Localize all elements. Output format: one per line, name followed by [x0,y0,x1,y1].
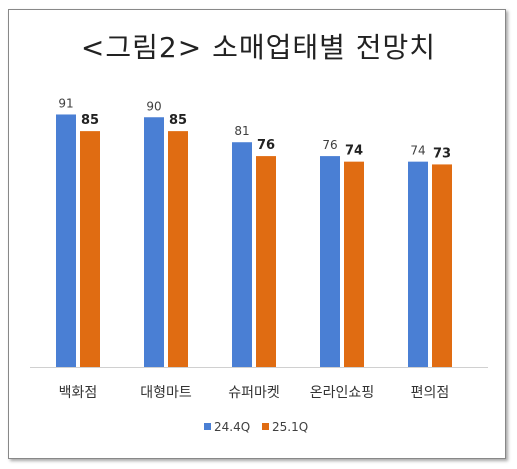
legend-swatch-24.4Q [204,423,211,430]
data-label-24.4Q-편의점: 74 [410,144,425,158]
bar-25.1Q-백화점 [80,131,100,367]
data-label-24.4Q-온라인쇼핑: 76 [322,138,337,152]
legend-label-25.1Q: 25.1Q [272,420,308,434]
data-label-24.4Q-슈퍼마켓: 81 [234,124,249,138]
category-label-슈퍼마켓: 슈퍼마켓 [228,385,280,401]
data-label-25.1Q-슈퍼마켓: 76 [257,138,275,153]
category-label-온라인쇼핑: 온라인쇼핑 [310,385,374,401]
bar-24.4Q-편의점 [408,161,428,367]
chart-title: <그림2> 소매업태별 전망치 [80,31,437,64]
data-label-24.4Q-백화점: 91 [58,96,73,110]
data-label-25.1Q-대형마트: 85 [169,113,187,128]
bar-24.4Q-온라인쇼핑 [320,156,340,367]
bar-25.1Q-온라인쇼핑 [344,161,364,367]
data-label-25.1Q-온라인쇼핑: 74 [345,144,363,159]
category-label-대형마트: 대형마트 [140,385,192,401]
bar-24.4Q-대형마트 [144,117,164,367]
bar-25.1Q-편의점 [432,164,452,367]
data-label-25.1Q-편의점: 73 [433,146,451,161]
category-label-백화점: 백화점 [59,385,98,401]
bar-25.1Q-대형마트 [168,131,188,367]
legend-swatch-25.1Q [262,423,269,430]
legend-label-24.4Q: 24.4Q [214,420,250,434]
data-label-25.1Q-백화점: 85 [81,113,99,128]
bar-25.1Q-슈퍼마켓 [256,156,276,367]
bar-24.4Q-슈퍼마켓 [232,142,252,367]
data-label-24.4Q-대형마트: 90 [146,99,161,113]
category-label-편의점: 편의점 [411,385,450,401]
bar-24.4Q-백화점 [56,114,76,367]
